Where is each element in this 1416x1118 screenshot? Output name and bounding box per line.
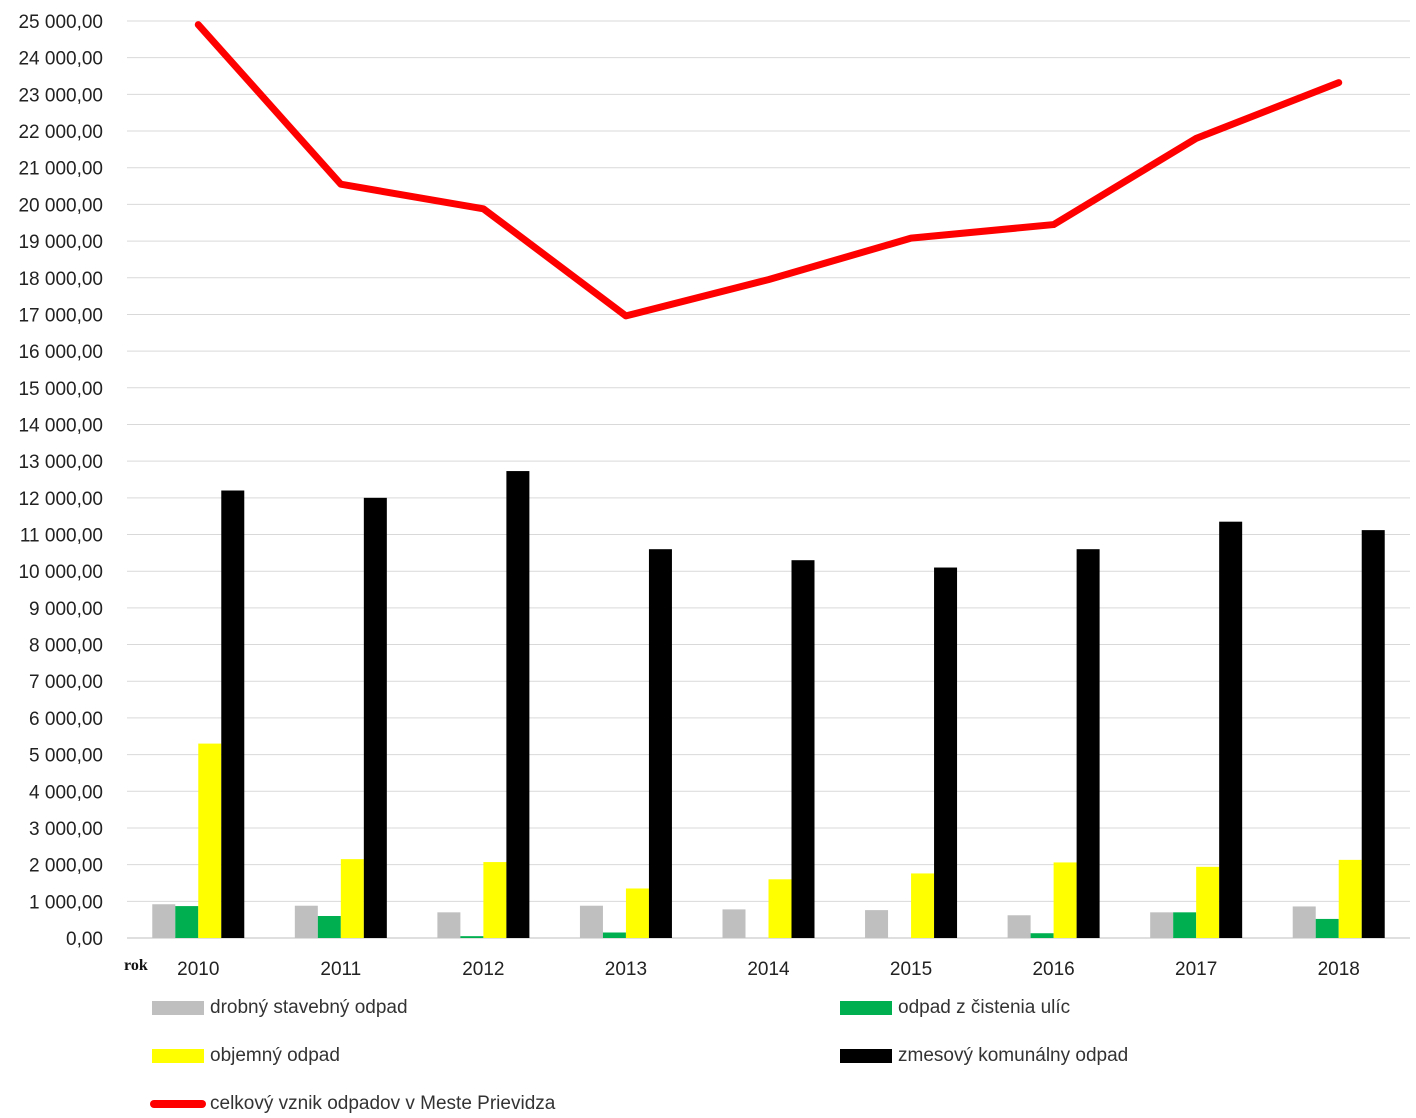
line-point bbox=[1338, 82, 1340, 84]
y-tick-label: 6 000,00 bbox=[29, 709, 103, 730]
y-tick-label: 1 000,00 bbox=[29, 892, 103, 913]
bar bbox=[363, 497, 387, 938]
line-point bbox=[910, 237, 912, 239]
y-tick-label: 10 000,00 bbox=[18, 562, 103, 583]
y-tick-label: 7 000,00 bbox=[29, 672, 103, 693]
y-tick-label: 9 000,00 bbox=[29, 599, 103, 620]
x-tick-label: 2011 bbox=[320, 959, 361, 980]
bar bbox=[340, 859, 364, 938]
bar bbox=[1076, 549, 1100, 938]
y-tick-label: 24 000,00 bbox=[18, 49, 103, 70]
bar bbox=[1315, 918, 1339, 938]
bar bbox=[648, 549, 672, 938]
line-point bbox=[1053, 224, 1055, 226]
bar bbox=[768, 879, 792, 938]
bar bbox=[198, 743, 222, 938]
y-tick-label: 4 000,00 bbox=[29, 782, 103, 803]
y-tick-label: 15 000,00 bbox=[18, 379, 103, 400]
x-tick-label: 2013 bbox=[605, 959, 647, 980]
x-axis-label: rok bbox=[124, 957, 148, 974]
bar bbox=[625, 888, 649, 938]
y-tick-label: 2 000,00 bbox=[29, 856, 103, 877]
bar bbox=[437, 912, 461, 938]
y-tick-label: 0,00 bbox=[66, 929, 103, 950]
line-point bbox=[625, 315, 627, 317]
x-tick-label: 2017 bbox=[1175, 959, 1217, 980]
y-tick-label: 20 000,00 bbox=[18, 195, 103, 216]
y-tick-label: 11 000,00 bbox=[20, 526, 103, 547]
bar bbox=[221, 490, 245, 938]
bar bbox=[1150, 912, 1174, 938]
bar bbox=[152, 904, 176, 938]
x-tick-label: 2018 bbox=[1318, 959, 1360, 980]
y-tick-label: 13 000,00 bbox=[18, 452, 103, 473]
bars bbox=[152, 471, 1385, 938]
bar bbox=[934, 567, 958, 938]
bar bbox=[483, 862, 507, 938]
bar bbox=[1292, 906, 1316, 938]
y-tick-label: 22 000,00 bbox=[18, 122, 103, 143]
bar bbox=[1361, 530, 1385, 938]
line-point bbox=[1195, 137, 1197, 139]
line-series bbox=[194, 21, 1343, 320]
y-axis-ticks: 0,00 1 000,00 2 000,00 3 000,00 4 000,00 5 00… bbox=[18, 12, 103, 950]
bar bbox=[1030, 933, 1054, 938]
y-tick-label: 19 000,00 bbox=[18, 232, 103, 253]
bar bbox=[460, 936, 484, 938]
bar bbox=[722, 909, 746, 938]
x-tick-label: 2016 bbox=[1032, 959, 1074, 980]
bar bbox=[911, 873, 935, 938]
y-tick-label: 5 000,00 bbox=[29, 746, 103, 767]
y-tick-label: 14 000,00 bbox=[18, 415, 103, 436]
bar bbox=[791, 560, 815, 938]
x-tick-label: 2014 bbox=[747, 959, 790, 980]
y-tick-label: 8 000,00 bbox=[29, 636, 103, 657]
y-tick-label: 23 000,00 bbox=[18, 85, 103, 106]
y-tick-label: 21 000,00 bbox=[18, 159, 103, 180]
y-tick-label: 3 000,00 bbox=[29, 819, 103, 840]
gridlines bbox=[127, 20, 1410, 939]
y-tick-label: 17 000,00 bbox=[18, 305, 103, 326]
y-tick-label: 12 000,00 bbox=[18, 489, 103, 510]
x-tick-label: 2012 bbox=[462, 959, 504, 980]
total-line bbox=[194, 21, 1343, 320]
bar bbox=[1007, 915, 1031, 938]
bar bbox=[865, 910, 889, 938]
bar bbox=[1053, 862, 1077, 938]
bar bbox=[1173, 912, 1197, 938]
bar bbox=[1196, 866, 1220, 938]
y-tick-label: 25 000,00 bbox=[18, 12, 103, 33]
line-point bbox=[340, 183, 342, 185]
bar bbox=[506, 471, 530, 938]
x-tick-label: 2010 bbox=[177, 959, 219, 980]
bar bbox=[602, 932, 626, 938]
bar bbox=[1338, 859, 1362, 938]
line-point bbox=[768, 279, 769, 281]
y-tick-label: 18 000,00 bbox=[18, 269, 103, 290]
line-point bbox=[482, 208, 484, 210]
line-point bbox=[197, 24, 199, 26]
x-tick-label: 2015 bbox=[890, 959, 932, 980]
bar bbox=[175, 906, 199, 938]
bar bbox=[317, 915, 341, 938]
y-tick-label: 16 000,00 bbox=[18, 342, 103, 363]
bar bbox=[579, 905, 603, 938]
x-axis-ticks: 2010 2011 2012 2013 2014 2015 2016 2017 2018 bbox=[177, 959, 1360, 980]
bar bbox=[1219, 521, 1243, 938]
bar bbox=[294, 905, 318, 938]
